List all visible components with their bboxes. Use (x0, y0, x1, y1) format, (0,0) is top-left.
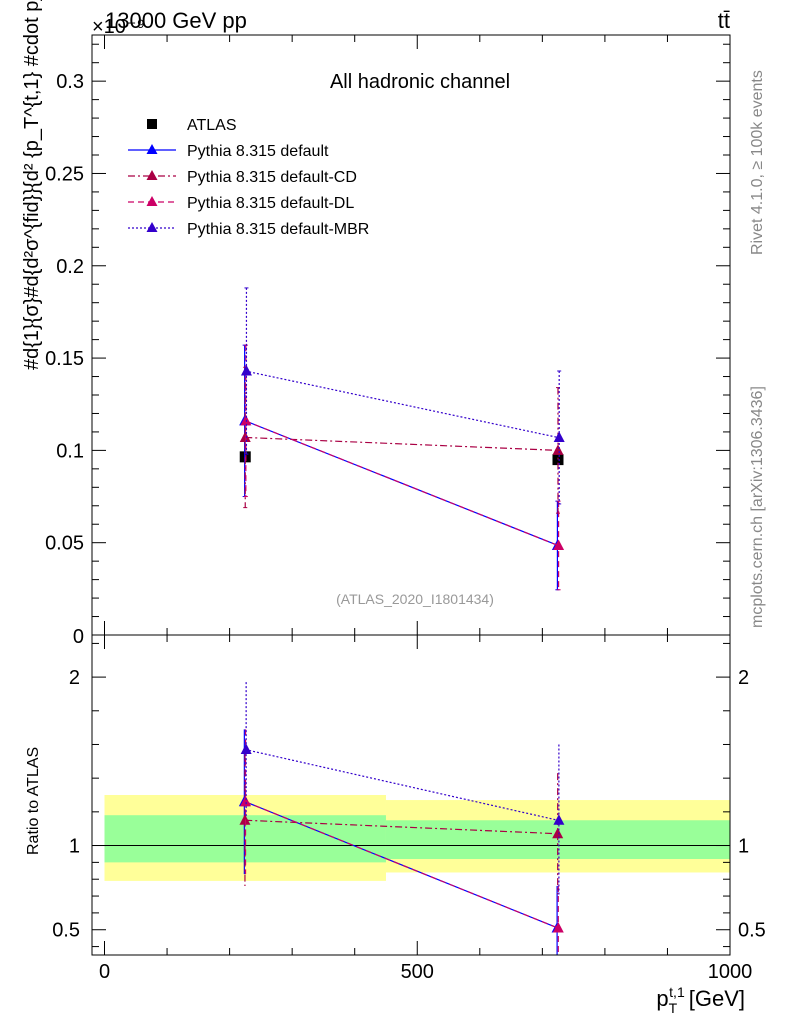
legend-label: ATLAS (187, 117, 237, 134)
ratio-y-tick-label: 0.5 (52, 920, 80, 942)
analysis-watermark: (ATLAS_2020_I1801434) (336, 591, 494, 607)
mc-data-point (552, 444, 564, 455)
ratio-y-tick-label-right: 2 (738, 667, 749, 689)
main-series-line (245, 420, 559, 547)
main-y-zero-label: 0 (73, 626, 84, 648)
main-y-tick-label: 0.15 (45, 348, 84, 370)
ratio-plot-panel: 0.5 0.5 1 1 2 2 0 500 1000 (52, 634, 766, 983)
header-energy-label: 13000 GeV pp (105, 8, 247, 33)
legend: ATLAS Pythia 8.315 default Pythia 8.315 de… (128, 117, 369, 238)
legend-marker (146, 196, 158, 206)
rivet-version-label: Rivet 4.1.0, ≥ 100k events (749, 70, 766, 255)
ratio-data-point (552, 827, 564, 839)
legend-marker (146, 170, 158, 180)
main-y-tick-label: 0.05 (45, 533, 84, 555)
legend-marker (147, 119, 157, 129)
main-series-line (245, 436, 559, 451)
main-plot-panel: 0.05 0.1 0.15 0.2 0.25 0.3 0 All hadronic chan… (45, 34, 731, 648)
x-tick-label: 1000 (708, 961, 753, 983)
ratio-uncertainty-bands (92, 795, 730, 881)
ratio-y-tick-label: 1 (69, 836, 80, 858)
ratio-data-point (240, 795, 252, 807)
mc-data-point (553, 539, 565, 550)
main-y-tick-label: 0.3 (56, 71, 84, 93)
legend-label: Pythia 8.315 default-CD (187, 169, 357, 186)
mc-data-point (553, 431, 565, 442)
ratio-series-line (245, 748, 559, 821)
ratio-data-point (553, 814, 565, 825)
x-tick-label: 0 (99, 961, 110, 983)
ratio-axis-ticks: 0.5 0.5 1 1 2 2 0 500 1000 (52, 635, 766, 983)
legend-marker (146, 144, 158, 154)
legend-label: Pythia 8.315 default (187, 143, 329, 160)
ratio-series-line (245, 801, 559, 929)
main-title: All hadronic channel (330, 71, 510, 93)
ratio-plot-frame (91, 634, 731, 956)
y-exponent-label: ×10⁻⁹ (92, 16, 145, 38)
legend-marker (146, 222, 158, 232)
ratio-data-point (552, 922, 564, 933)
ratio-data-point (240, 743, 252, 755)
main-y-tick-label: 0.25 (45, 163, 84, 185)
mcplots-reference-label: mcplots.cern.ch [arXiv:1306.3436] (749, 386, 766, 628)
main-y-tick-label: 0.2 (56, 256, 84, 278)
x-tick-label: 500 (401, 961, 434, 983)
legend-label: Pythia 8.315 default-DL (187, 195, 354, 212)
legend-label: Pythia 8.315 default-MBR (187, 221, 369, 238)
ratio-data-layer (238, 682, 565, 955)
ratio-y-tick-label-right: 0.5 (738, 920, 766, 942)
ratio-y-tick-label: 2 (69, 667, 80, 689)
ratio-series-line (245, 819, 559, 835)
main-y-axis-label: #d{1}{σ}#d{d²σ^{fid}}{d² {p_T^{t,1} #cdo… (21, 0, 43, 370)
main-series-line (245, 370, 559, 439)
mc-data-point (240, 365, 252, 376)
main-axis-ticks: 0.05 0.1 0.15 0.2 0.25 0.3 0 (45, 35, 731, 648)
x-axis-label: pTt,1 [GeV] (656, 984, 745, 1016)
main-y-tick-label: 0.1 (56, 440, 84, 462)
main-data-layer (239, 287, 565, 591)
header-process-label: tt̄ (718, 8, 730, 33)
ratio-y-tick-label-right: 1 (738, 836, 749, 858)
ratio-y-axis-label: Ratio to ATLAS (25, 747, 42, 855)
